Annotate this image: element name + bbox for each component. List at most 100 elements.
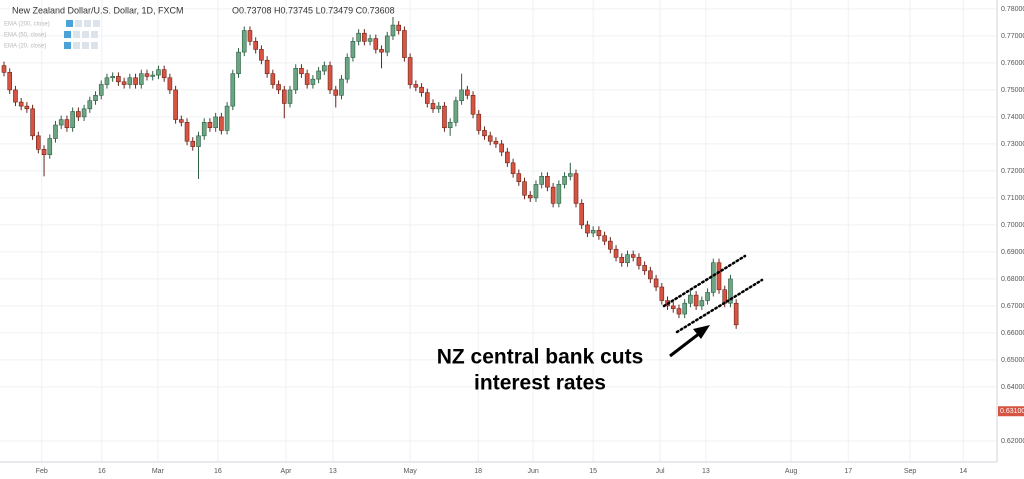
candle-body: [402, 30, 407, 58]
annotation: NZ central bank cuts: [437, 346, 644, 369]
candle-body: [362, 32, 367, 42]
candle-body: [693, 294, 699, 307]
candle-body: [453, 100, 459, 123]
candle-body: [281, 89, 287, 104]
candle-body: [230, 73, 236, 107]
candle-body: [316, 70, 321, 80]
candle-body: [659, 286, 665, 301]
candle-body: [716, 262, 722, 291]
candle-body: [310, 78, 316, 85]
candle-body: [419, 86, 424, 93]
candle-body: [344, 57, 350, 80]
candle-body: [47, 138, 53, 156]
candle-body: [133, 77, 138, 85]
candle-body: [173, 89, 178, 120]
candle-body: [333, 89, 339, 96]
y-tick-label: 0.71000: [1001, 195, 1024, 202]
candle-body: [201, 122, 207, 137]
candle-body: [670, 305, 676, 309]
candle-body: [396, 24, 401, 31]
candle-body: [53, 124, 58, 139]
y-tick-label: 0.69000: [1001, 249, 1024, 256]
candle-body: [167, 77, 173, 91]
candle-body: [98, 84, 104, 96]
candle-body: [190, 140, 196, 147]
candle-body: [224, 105, 230, 131]
x-tick-label: 18: [474, 468, 482, 475]
channel-lines: [662, 254, 764, 334]
candle-body: [236, 51, 241, 75]
candle-body: [30, 108, 35, 137]
candle-body: [24, 105, 30, 110]
y-tick-label: 0.78000: [1001, 6, 1024, 13]
candle-body: [625, 254, 630, 264]
candle-body: [13, 89, 18, 103]
candle-body: [299, 68, 304, 75]
candle-body: [533, 184, 539, 199]
candle-body: [499, 143, 504, 153]
candle-body: [161, 69, 167, 79]
candle-body: [482, 130, 487, 137]
y-tick-label: 0.76000: [1001, 60, 1024, 67]
x-tick-label: Feb: [36, 468, 48, 475]
candle-body: [522, 181, 527, 196]
candle-body: [676, 308, 682, 315]
x-tick-label: Jun: [527, 468, 538, 475]
y-tick-label: 0.70000: [1001, 222, 1024, 229]
x-tick-label: 16: [98, 468, 106, 475]
candle-body: [619, 257, 625, 264]
indicator: EMA (20, close): [4, 44, 46, 50]
candle-body: [287, 89, 293, 104]
candle-body: [527, 194, 533, 199]
candle-body: [70, 111, 75, 129]
last-price-tag: [998, 406, 1024, 417]
candle-body: [219, 116, 224, 131]
candle-body: [465, 89, 470, 96]
arrow: [669, 325, 710, 358]
candle-body: [636, 257, 642, 266]
candle-body: [653, 278, 659, 288]
candle-body: [510, 162, 516, 174]
y-tick-label: 0.67000: [1001, 303, 1024, 310]
last-price-label: 0.63100: [1000, 408, 1024, 415]
candle-body: [470, 95, 476, 115]
x-tick-label: Jul: [656, 468, 665, 475]
candle-body: [579, 203, 585, 226]
candle-body: [241, 30, 247, 53]
y-tick-label: 0.65000: [1001, 357, 1024, 364]
candle-body: [213, 116, 218, 129]
candle-body: [327, 65, 333, 91]
candle-body: [253, 41, 258, 50]
candle-body: [407, 57, 413, 85]
indicator-buttons: [64, 20, 100, 49]
candle-body: [642, 265, 647, 272]
candle-body: [447, 122, 453, 129]
candle-body: [505, 151, 510, 164]
candle-body: [58, 119, 64, 126]
ohlc-header: O0.73708 H0.73745 L0.73479 C0.73608: [232, 5, 395, 15]
candle-body: [156, 69, 161, 76]
candle-body: [196, 135, 201, 147]
x-tick-label: 17: [844, 468, 852, 475]
candle-body: [121, 81, 127, 85]
candle-body: [573, 173, 579, 204]
candle-body: [304, 73, 310, 85]
candle-body: [87, 100, 93, 110]
candle-body: [276, 84, 281, 91]
x-tick-label: 14: [959, 468, 967, 475]
candle-body: [384, 35, 390, 53]
candle-body: [373, 38, 379, 50]
candle-body: [476, 113, 482, 131]
candle-body: [379, 49, 384, 53]
candle-body: [179, 119, 184, 123]
candle-body: [562, 176, 567, 185]
candle-body: [608, 240, 613, 250]
candle-body: [539, 176, 544, 185]
y-tick-label: 0.64000: [1001, 384, 1024, 391]
candle-body: [41, 149, 47, 156]
candle-body: [436, 105, 442, 110]
x-tick-label: 16: [214, 468, 222, 475]
y-tick-label: 0.72000: [1001, 168, 1024, 175]
candles: [1, 17, 739, 329]
y-tick-label: 0.77000: [1001, 33, 1024, 40]
